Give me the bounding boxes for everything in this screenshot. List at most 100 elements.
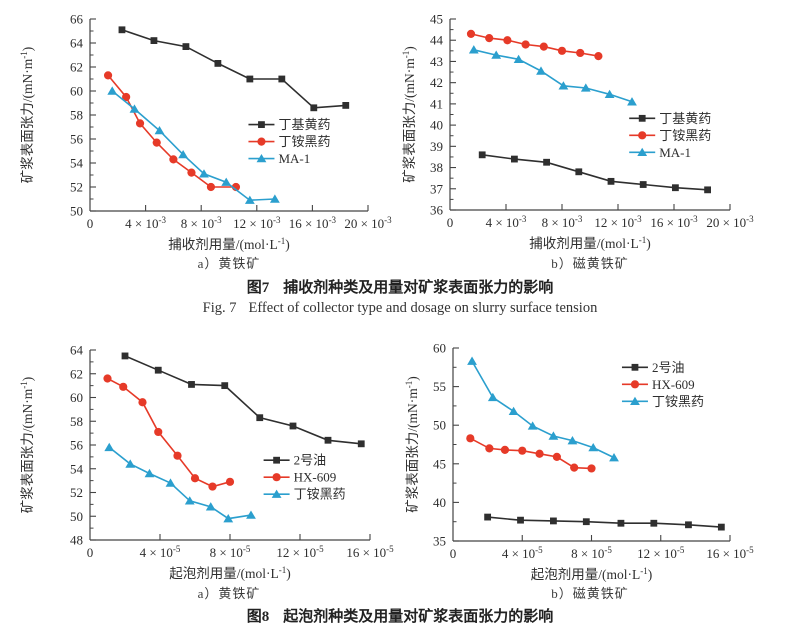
svg-text:44: 44 xyxy=(430,33,444,48)
svg-text:48: 48 xyxy=(70,533,83,548)
svg-text:40: 40 xyxy=(433,495,446,510)
series-丁铵黑药 xyxy=(104,442,256,523)
y-axis-ticks: 48 50 52 54 56 58 60 62 64 xyxy=(70,343,96,548)
svg-text:54: 54 xyxy=(70,156,84,171)
svg-text:52: 52 xyxy=(70,180,83,195)
axes xyxy=(89,19,368,212)
x-axis-label: 起泡剂用量/(mol·L-1) xyxy=(531,566,653,582)
svg-text:2号油: 2号油 xyxy=(652,360,685,375)
series-2号油 xyxy=(121,352,365,448)
svg-text:39: 39 xyxy=(430,139,443,154)
svg-text:8 × 10-3: 8 × 10-3 xyxy=(181,215,222,231)
y-axis-label: 矿浆表面张力/(mN·m-1) xyxy=(19,377,35,514)
svg-text:16 × 10-5: 16 × 10-5 xyxy=(706,545,754,561)
figure7-caption-zh: 图7 捕收剂种类及用量对矿浆表面张力的影响 xyxy=(0,276,800,297)
x-axis-ticks: 0 4 × 10-3 8 × 10-3 12 × 10-3 16 × 10-3 20 × … xyxy=(447,204,754,230)
y-axis-label: 矿浆表面张力/(mN·m-1) xyxy=(404,376,420,513)
svg-text:20 × 10-3: 20 × 10-3 xyxy=(344,215,392,231)
svg-text:丁基黄药: 丁基黄药 xyxy=(659,111,711,126)
svg-text:0: 0 xyxy=(87,545,94,560)
figure7-en-caption-text: Effect of collector type and dosage on s… xyxy=(248,300,598,316)
x-axis-ticks: 0 4 × 10-3 8 × 10-3 12 × 10-3 16 × 10-3 20 × … xyxy=(87,205,392,231)
svg-text:62: 62 xyxy=(70,366,83,381)
svg-text:60: 60 xyxy=(70,390,83,405)
svg-text:丁铵黑药: 丁铵黑药 xyxy=(278,134,330,149)
svg-text:丁铵黑药: 丁铵黑药 xyxy=(294,487,346,502)
svg-text:HX-609: HX-609 xyxy=(652,377,695,392)
svg-text:36: 36 xyxy=(430,203,444,218)
x-axis-ticks: 0 4 × 10-5 8 × 10-5 12 × 10-5 16 × 10-5 xyxy=(450,535,754,561)
svg-text:50: 50 xyxy=(70,204,83,219)
svg-text:4 × 10-5: 4 × 10-5 xyxy=(502,545,543,561)
svg-text:66: 66 xyxy=(70,12,84,27)
svg-text:HX-609: HX-609 xyxy=(294,470,337,485)
x-axis-label: 起泡剂用量/(mol·L-1) xyxy=(169,565,291,581)
series-2号油 xyxy=(484,513,725,531)
svg-text:64: 64 xyxy=(70,36,84,51)
svg-text:0: 0 xyxy=(450,546,457,561)
svg-text:16 × 10-3: 16 × 10-3 xyxy=(650,214,698,230)
svg-text:2号油: 2号油 xyxy=(294,453,327,468)
series-丁基黄药 xyxy=(478,151,711,194)
series-丁铵黑药 xyxy=(103,71,241,192)
svg-text:50: 50 xyxy=(70,509,83,524)
figure7-caption-text: 捕收剂种类及用量对矿浆表面张力的影响 xyxy=(283,280,554,296)
series-MA-1 xyxy=(468,45,637,106)
svg-text:56: 56 xyxy=(70,132,84,147)
svg-text:12 × 10-3: 12 × 10-3 xyxy=(233,215,281,231)
series-HX-609 xyxy=(103,374,235,491)
svg-text:50: 50 xyxy=(433,418,446,433)
svg-text:MA-1: MA-1 xyxy=(278,151,310,166)
svg-text:8 × 10-5: 8 × 10-5 xyxy=(571,545,612,561)
svg-text:8 × 10-3: 8 × 10-3 xyxy=(542,214,583,230)
svg-text:42: 42 xyxy=(430,75,443,90)
figure7-caption-en: Fig. 7 Effect of collector type and dosag… xyxy=(0,300,800,317)
svg-text:0: 0 xyxy=(447,215,454,230)
svg-text:37: 37 xyxy=(430,181,444,196)
svg-text:丁铵黑药: 丁铵黑药 xyxy=(652,394,704,409)
svg-text:0: 0 xyxy=(87,216,94,231)
figure7-en-label: Fig. 7 xyxy=(202,300,237,316)
svg-text:56: 56 xyxy=(70,438,84,453)
svg-text:45: 45 xyxy=(430,12,443,27)
series-丁基黄药 xyxy=(118,26,350,112)
svg-text:41: 41 xyxy=(430,96,443,111)
subcaption-fig7b: b）磁黄铁矿 xyxy=(551,256,629,271)
x-axis-ticks: 0 4 × 10-5 8 × 10-5 12 × 10-5 16 × 10-5 xyxy=(87,534,394,560)
chart-fig8b-pyrrhotite-frothers: 35 40 45 50 55 60 0 4 × 10-5 8 × 10-5 12 × 10-5 16… xyxy=(404,341,754,583)
svg-text:20 × 10-3: 20 × 10-3 xyxy=(706,214,754,230)
svg-text:58: 58 xyxy=(70,108,83,123)
svg-text:12 × 10-3: 12 × 10-3 xyxy=(594,214,642,230)
series-HX-609 xyxy=(466,434,596,473)
svg-text:丁铵黑药: 丁铵黑药 xyxy=(659,128,711,143)
svg-text:62: 62 xyxy=(70,60,83,75)
legend: 2号油 HX-609 丁铵黑药 xyxy=(263,453,346,502)
svg-text:64: 64 xyxy=(70,343,84,358)
x-axis-label: 捕收剂用量/(mol·L-1) xyxy=(529,235,651,251)
subcaption-fig8b: b）磁黄铁矿 xyxy=(551,586,629,601)
series-MA-1 xyxy=(107,86,280,204)
legend: 2号油 HX-609 丁铵黑药 xyxy=(621,360,704,409)
svg-text:12 × 10-5: 12 × 10-5 xyxy=(637,545,685,561)
svg-text:16 × 10-5: 16 × 10-5 xyxy=(346,544,394,560)
svg-text:38: 38 xyxy=(430,160,443,175)
svg-text:4 × 10-3: 4 × 10-3 xyxy=(125,215,166,231)
svg-text:丁基黄药: 丁基黄药 xyxy=(278,117,330,132)
y-axis-label: 矿浆表面张力/(mN·m-1) xyxy=(401,46,417,183)
y-axis-ticks: 50 52 54 56 58 60 62 64 66 xyxy=(70,12,96,219)
svg-text:58: 58 xyxy=(70,414,83,429)
svg-text:8 × 10-5: 8 × 10-5 xyxy=(210,544,251,560)
svg-text:16 × 10-3: 16 × 10-3 xyxy=(289,215,337,231)
series-丁铵黑药 xyxy=(466,29,603,61)
svg-text:60: 60 xyxy=(433,341,446,356)
svg-text:45: 45 xyxy=(433,456,446,471)
series-丁铵黑药 xyxy=(467,356,619,462)
svg-text:4 × 10-5: 4 × 10-5 xyxy=(140,544,181,560)
svg-text:43: 43 xyxy=(430,54,443,69)
figure8-caption-zh: 图8 起泡剂种类及用量对矿浆表面张力的影响 xyxy=(0,605,800,625)
svg-text:55: 55 xyxy=(433,379,446,394)
y-axis-ticks: 36 37 38 39 40 41 42 43 44 45 xyxy=(430,12,456,218)
